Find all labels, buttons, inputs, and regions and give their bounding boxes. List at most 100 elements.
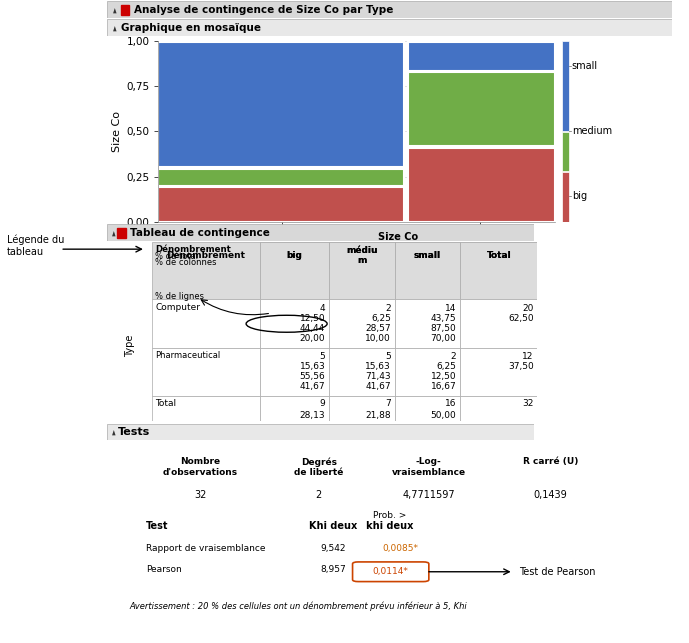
Bar [260, 242, 329, 268]
Text: Size Co: Size Co [378, 232, 419, 242]
Bar [395, 300, 460, 348]
Text: 9,542: 9,542 [320, 544, 346, 553]
Bar [460, 396, 537, 421]
Text: Nombre
d'observations: Nombre d'observations [163, 457, 238, 476]
Text: 71,43: 71,43 [365, 372, 391, 381]
Text: 2: 2 [316, 490, 322, 500]
Text: small: small [572, 61, 598, 71]
Text: Test de Pearson: Test de Pearson [520, 566, 596, 577]
Bar [158, 187, 404, 222]
Text: 44,44: 44,44 [300, 324, 325, 333]
Text: Computer: Computer [156, 303, 200, 312]
Bar [562, 172, 569, 222]
Text: 7: 7 [385, 399, 391, 408]
Bar [329, 242, 395, 268]
Text: 32: 32 [194, 490, 206, 500]
FancyBboxPatch shape [353, 562, 429, 581]
Bar [152, 300, 260, 348]
Text: Type: Type [125, 335, 135, 358]
Text: 0,0114*: 0,0114* [373, 567, 409, 576]
Text: -Log-
vraisemblance: -Log- vraisemblance [392, 457, 466, 476]
Text: khi deux: khi deux [366, 521, 413, 531]
Bar [158, 169, 404, 186]
Text: small: small [414, 251, 441, 260]
Text: big: big [287, 251, 302, 260]
Bar [408, 42, 555, 71]
Text: % de lignes: % de lignes [156, 292, 205, 301]
Text: Graphique en mosaïque: Graphique en mosaïque [121, 23, 261, 33]
Text: 55,56: 55,56 [300, 372, 325, 381]
Text: Prob. >: Prob. > [373, 511, 406, 520]
Text: 16,67: 16,67 [431, 382, 456, 391]
Bar [117, 228, 126, 238]
Text: 15,63: 15,63 [365, 362, 391, 371]
Text: Analyse de contingence de Size Co par Type: Analyse de contingence de Size Co par Ty… [134, 5, 393, 15]
Text: 9: 9 [320, 399, 325, 408]
Text: Dénombrement: Dénombrement [156, 245, 232, 254]
Text: 6,25: 6,25 [437, 362, 456, 371]
Text: 20: 20 [522, 304, 533, 313]
Text: 14: 14 [445, 304, 456, 313]
Bar [329, 396, 395, 421]
Bar [460, 242, 537, 300]
Text: 5: 5 [385, 352, 391, 361]
Text: % de colonnes: % de colonnes [156, 258, 217, 267]
Text: big: big [287, 251, 302, 260]
Text: 4: 4 [320, 304, 325, 313]
Text: Dénombrement: Dénombrement [166, 251, 245, 260]
Text: % du total: % du total [156, 253, 198, 262]
Bar [158, 42, 404, 167]
Text: Avertissement : 20 % des cellules ont un dénombrement prévu inférieur à 5, Khi: Avertissement : 20 % des cellules ont un… [130, 602, 467, 611]
Text: 0,1439: 0,1439 [533, 490, 567, 500]
Text: Test: Test [146, 521, 169, 531]
Text: 2: 2 [451, 352, 456, 361]
Text: 5: 5 [320, 352, 325, 361]
Text: 32: 32 [522, 399, 533, 408]
Bar [260, 242, 329, 300]
Text: Tests: Tests [117, 427, 150, 437]
Text: 12,50: 12,50 [431, 372, 456, 381]
X-axis label: Type: Type [344, 246, 369, 257]
Text: 15,63: 15,63 [300, 362, 325, 371]
Bar [260, 396, 329, 421]
Bar [395, 242, 460, 268]
Text: 41,67: 41,67 [300, 382, 325, 391]
Text: 62,50: 62,50 [508, 314, 533, 323]
Text: ◄: ◄ [112, 25, 117, 30]
Text: R carré (U): R carré (U) [523, 457, 578, 466]
Text: Degrés
de liberté: Degrés de liberté [294, 457, 343, 477]
Text: medium: medium [572, 126, 612, 136]
Text: 20,00: 20,00 [300, 334, 325, 343]
Text: 21,88: 21,88 [365, 411, 391, 420]
Bar [562, 132, 569, 171]
Text: Pearson: Pearson [146, 565, 182, 574]
Text: 70,00: 70,00 [431, 334, 456, 343]
Text: ◄: ◄ [110, 230, 116, 235]
Bar [562, 41, 569, 131]
Text: 16: 16 [445, 399, 456, 408]
Text: 28,57: 28,57 [365, 324, 391, 333]
Text: 12,50: 12,50 [300, 314, 325, 323]
Bar [152, 396, 260, 421]
Bar [152, 348, 260, 396]
Text: small: small [414, 251, 441, 260]
Text: big: big [572, 192, 587, 201]
Text: Total: Total [156, 399, 176, 408]
Bar [395, 396, 460, 421]
Text: 28,13: 28,13 [300, 411, 325, 420]
Text: Total: Total [486, 251, 511, 260]
Text: 8,957: 8,957 [320, 565, 346, 574]
Text: Khi deux: Khi deux [309, 521, 357, 531]
Text: 87,50: 87,50 [431, 324, 456, 333]
Bar [260, 348, 329, 396]
Text: 6,25: 6,25 [371, 314, 391, 323]
Text: ◄: ◄ [112, 7, 117, 12]
Text: 4,7711597: 4,7711597 [402, 490, 455, 500]
Text: Rapport de vraisemblance: Rapport de vraisemblance [146, 544, 266, 553]
Bar [260, 300, 329, 348]
Text: 43,75: 43,75 [431, 314, 456, 323]
Text: 12: 12 [522, 352, 533, 361]
Text: médiu
m: médiu m [346, 246, 378, 265]
Bar [408, 148, 555, 222]
Text: Tableau de contingence: Tableau de contingence [130, 228, 270, 238]
